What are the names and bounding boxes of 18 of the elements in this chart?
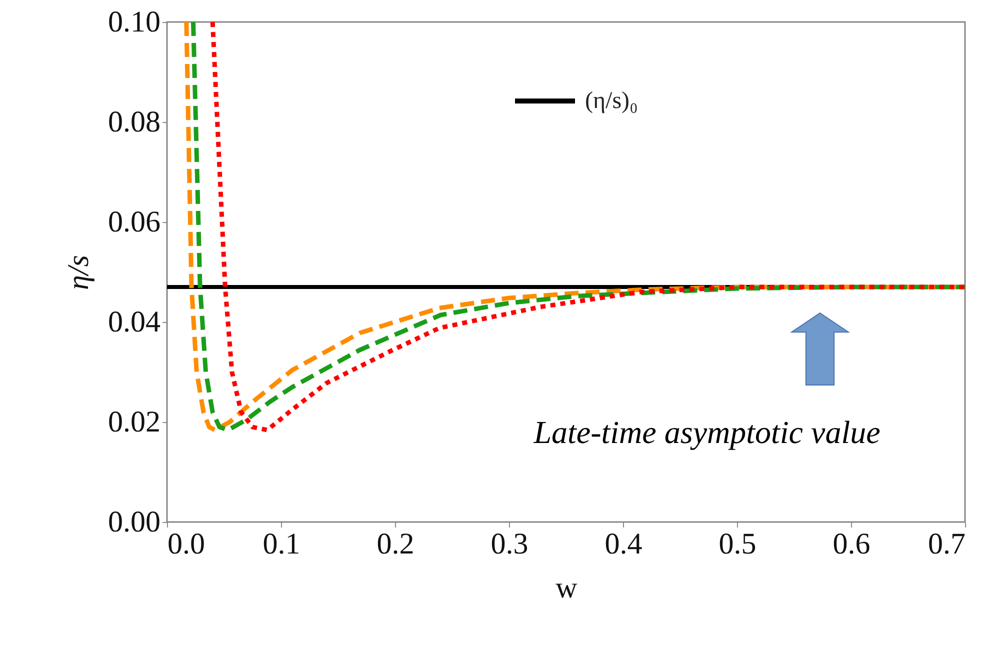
x-tick-label: 0.1 bbox=[262, 528, 300, 560]
y-tick-label: 0.06 bbox=[108, 206, 160, 238]
y-tick-label: 0.08 bbox=[108, 106, 160, 138]
x-tick-label: 0.2 bbox=[376, 528, 414, 560]
x-tick-label: 0.5 bbox=[718, 528, 756, 560]
y-tick-label: 0.00 bbox=[108, 506, 160, 538]
x-tick-label: 0.3 bbox=[490, 528, 528, 560]
y-axis-title: η/s bbox=[62, 255, 95, 290]
x-axis-title: w bbox=[556, 572, 578, 604]
x-tick-label: 0.0 bbox=[168, 528, 205, 560]
x-tick-label: 0.7 bbox=[928, 528, 966, 560]
y-tick-label: 0.04 bbox=[108, 306, 160, 338]
x-tick-label: 0.6 bbox=[832, 528, 870, 560]
y-tick-label: 0.02 bbox=[108, 406, 160, 438]
x-tick-label: 0.4 bbox=[604, 528, 642, 560]
legend-label: (η/s)₀ bbox=[585, 88, 638, 114]
annotation: Late-time asymptotic value bbox=[532, 414, 880, 450]
y-tick-label: 0.10 bbox=[108, 6, 160, 38]
